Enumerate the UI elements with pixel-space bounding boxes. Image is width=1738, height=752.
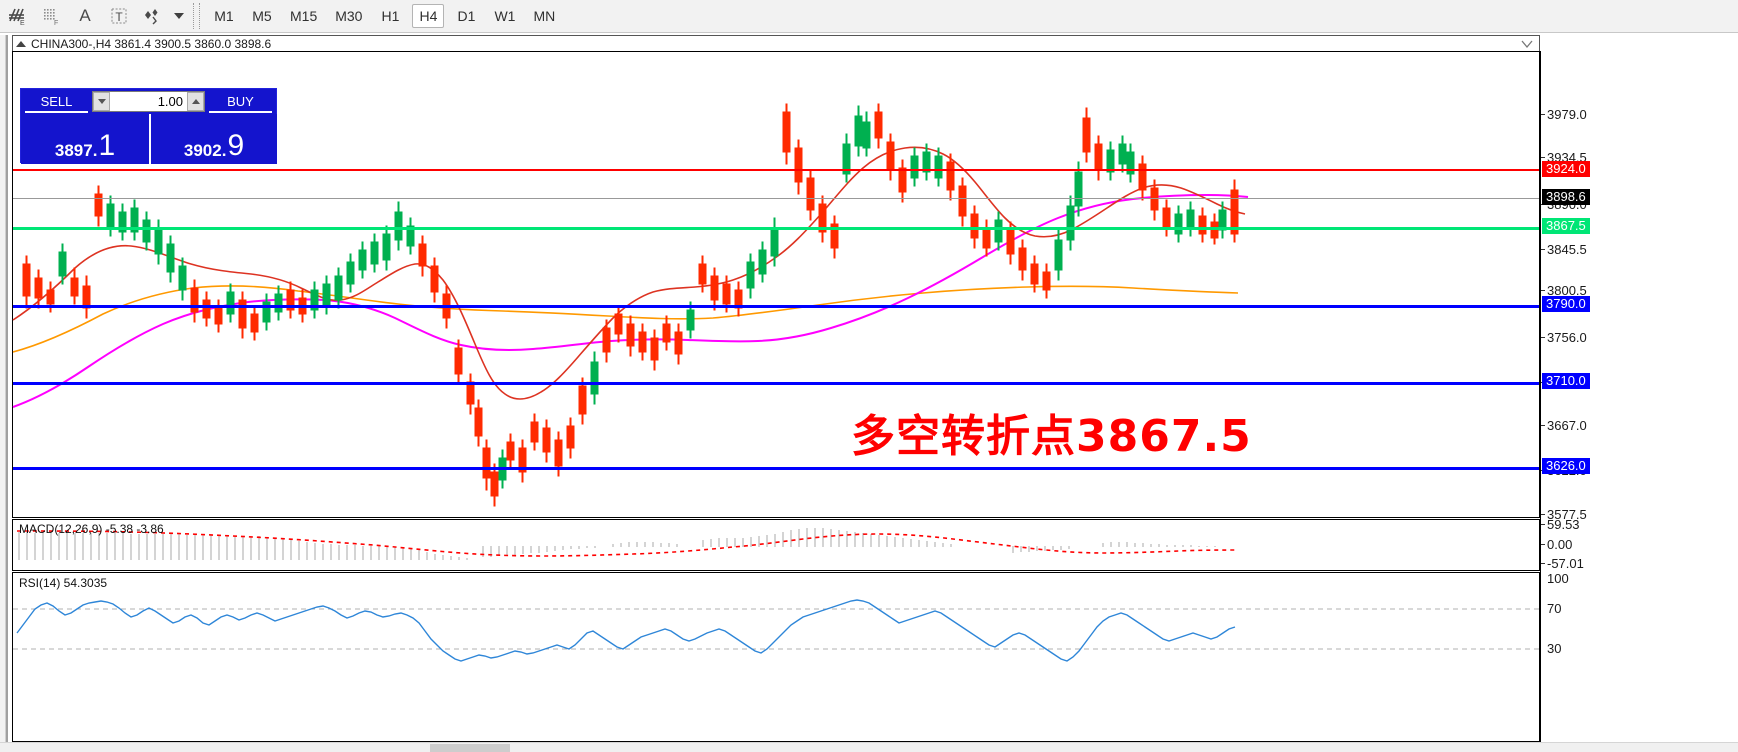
scrollbar-thumb[interactable]	[430, 744, 510, 752]
rsi-tick-100: 100	[1547, 571, 1569, 586]
price-tick-3800.5: 3800.5	[1541, 283, 1587, 298]
octp-prices-row: 3897 . 1 3902 . 9	[21, 114, 278, 164]
horizontal-scrollbar[interactable]	[0, 742, 1738, 752]
rsi-tick-70: 70	[1547, 601, 1562, 616]
objects-icon[interactable]	[136, 1, 170, 31]
price-level-line-3867.5[interactable]	[13, 227, 1539, 230]
price-tick-3577.5: 3577.5	[1541, 507, 1587, 522]
chart-annotation-text: 多空转折点3867.5	[851, 411, 1252, 462]
volume-decrement-button[interactable]	[93, 92, 110, 111]
ma-orange-line	[12, 285, 1239, 353]
buy-price-decimal: 9	[227, 129, 245, 162]
toolbar-separator	[193, 3, 200, 29]
price-tick-3979.0: 3979.0	[1541, 107, 1587, 122]
rsi-chart-svg	[13, 599, 1539, 662]
price-level-line-3898.6[interactable]	[13, 198, 1539, 199]
buy-price-separator: .	[221, 141, 227, 160]
timeframe-w1[interactable]: W1	[494, 8, 516, 24]
octp-controls-row: SELL 1.00 BUY	[21, 89, 276, 114]
grid-icon[interactable]: F	[34, 1, 68, 31]
macd-pane[interactable]: MACD(12,26,9) -5.38 -3.86	[12, 519, 1540, 571]
chart-titlebar: CHINA300-,H4 3861.4 3900.5 3860.0 3898.6	[12, 35, 1540, 52]
buy-button[interactable]: BUY	[209, 90, 272, 113]
price-level-line-3924[interactable]	[13, 169, 1539, 171]
price-level-line-3790[interactable]	[13, 305, 1539, 308]
ma-red-line	[12, 146, 1246, 400]
text-tool-icon[interactable]: A	[79, 6, 91, 25]
macd-tick-0.00: 0.00	[1540, 537, 1573, 552]
support-level-2-tag[interactable]: 3710.0	[1542, 373, 1590, 389]
timeframe-mn[interactable]: MN	[533, 8, 556, 24]
macd-signal-line	[16, 530, 1239, 557]
minimize-icon[interactable]	[1521, 38, 1533, 50]
price-tick-3756.0: 3756.0	[1541, 330, 1587, 345]
timeframe-d1[interactable]: D1	[457, 8, 476, 24]
price-tick-3667.0: 3667.0	[1541, 418, 1587, 433]
rsi-caption: RSI(14) 54.3035	[19, 576, 108, 590]
price-scale[interactable]: 3979.03934.53890.03845.53800.53756.03711…	[1540, 51, 1738, 742]
pivot-level-tag[interactable]: 3867.5	[1542, 218, 1590, 234]
objects-dropdown[interactable]	[170, 1, 188, 31]
support-level-1-tag[interactable]: 3790.0	[1542, 296, 1590, 312]
chevron-down-icon	[174, 13, 184, 19]
caret-up-icon	[191, 99, 200, 104]
resistance-level-tag[interactable]: 3924.0	[1542, 161, 1590, 177]
svg-text:T: T	[115, 10, 123, 24]
support-level-3-tag[interactable]: 3626.0	[1542, 458, 1590, 474]
chart-title-text: CHINA300-,H4 3861.4 3900.5 3860.0 3898.6	[31, 37, 272, 51]
main-toolbar: E F A T	[0, 0, 1738, 33]
sell-price-display[interactable]: 3897 . 1	[21, 114, 149, 164]
price-level-line-3710[interactable]	[13, 382, 1539, 385]
timeframe-h4[interactable]: H4	[412, 4, 445, 28]
timeframe-h1[interactable]: H1	[381, 8, 400, 24]
sell-price-integer: 3897	[54, 141, 93, 160]
rsi-tick-30: 30	[1547, 641, 1562, 656]
timeframe-m15[interactable]: M15	[290, 8, 318, 24]
caret-down-icon	[97, 99, 106, 104]
macd-tick--57.01: -57.01	[1541, 556, 1584, 571]
macd-caption: MACD(12,26,9) -5.38 -3.86	[19, 522, 164, 536]
sell-price-separator: .	[92, 141, 98, 160]
rsi-pane[interactable]: RSI(14) 54.3035	[12, 572, 1540, 742]
chart-window: CHINA300-,H4 3861.4 3900.5 3860.0 3898.6	[6, 35, 1738, 752]
rsi-line	[16, 599, 1236, 662]
timeframe-group: M1 M5 M15 M30 H1 H4 D1 W1 MN	[205, 4, 564, 28]
indicators-icon[interactable]: E	[0, 1, 34, 31]
timeframe-m1[interactable]: M1	[214, 8, 234, 24]
expand-triangle-icon[interactable]	[16, 41, 26, 47]
volume-input[interactable]: 1.00	[110, 92, 187, 111]
timeframe-m30[interactable]: M30	[335, 8, 363, 24]
buy-price-integer: 3902	[183, 141, 222, 160]
buy-price-display[interactable]: 3902 . 9	[149, 114, 277, 164]
volume-stepper[interactable]: 1.00	[92, 91, 205, 112]
one-click-trading-panel[interactable]: SELL 1.00 BUY 3897 . 1	[20, 88, 278, 164]
sell-button[interactable]: SELL	[25, 90, 88, 113]
volume-increment-button[interactable]	[187, 92, 204, 111]
price-chart-svg	[12, 103, 1249, 507]
svg-text:F: F	[54, 20, 58, 27]
timeframe-m5[interactable]: M5	[252, 8, 272, 24]
text-label-icon[interactable]: T	[102, 1, 136, 31]
price-tick-3845.5: 3845.5	[1541, 242, 1587, 257]
left-toolbar-strip	[0, 35, 6, 752]
price-level-line-3626[interactable]	[13, 467, 1539, 470]
macd-chart-svg	[16, 528, 1239, 560]
last-price-tag[interactable]: 3898.6	[1542, 189, 1590, 205]
svg-text:E: E	[20, 20, 25, 27]
macd-tick-59.53: 59.53	[1541, 517, 1580, 532]
sell-price-decimal: 1	[98, 129, 116, 162]
